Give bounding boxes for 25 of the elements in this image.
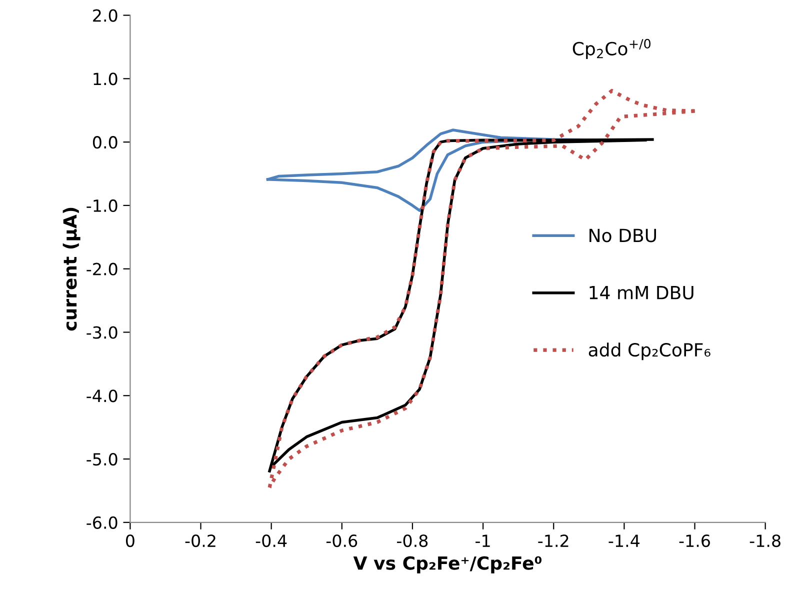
- x-tick-label: -1.2: [538, 534, 568, 547]
- y-tick-label: -5.0: [86, 452, 118, 466]
- y-tick-label: 0.0: [92, 136, 118, 149]
- x-tick-label: -0.2: [185, 534, 216, 548]
- x-tick-label: -0.8: [397, 534, 428, 548]
- legend-label: No DBU: [590, 228, 656, 242]
- y-tick-label: -3.0: [86, 326, 118, 339]
- x-axis-title: V vs Cp₂Fe⁺/Cp₂Fe⁰: [353, 556, 542, 574]
- x-tick-label: 0: [126, 534, 134, 548]
- legend-label: add Cp₂CoPF₆: [588, 342, 710, 360]
- y-axis-title: current (μA): [62, 208, 80, 331]
- x-tick-label: -1.6: [679, 534, 710, 548]
- x-tick-label: -0.4: [256, 534, 287, 548]
- y-tick-label: -1.0: [86, 199, 118, 212]
- y-tick-label: -6.0: [86, 516, 118, 529]
- y-tick-label: 2.0: [93, 9, 118, 22]
- y-tick-label: -2.0: [86, 262, 118, 276]
- annotation: Cp$_{2}$Co$^{+/0}$: [572, 38, 650, 59]
- x-tick-label: -1.4: [608, 534, 640, 547]
- x-tick-label: -1.8: [750, 534, 780, 548]
- x-tick-label: -0.6: [326, 534, 358, 548]
- x-tick-label: -1: [476, 534, 490, 547]
- legend-label: 14 mM DBU: [590, 286, 694, 300]
- y-tick-label: 1.0: [94, 72, 118, 86]
- y-tick-label: -4.0: [86, 390, 118, 402]
